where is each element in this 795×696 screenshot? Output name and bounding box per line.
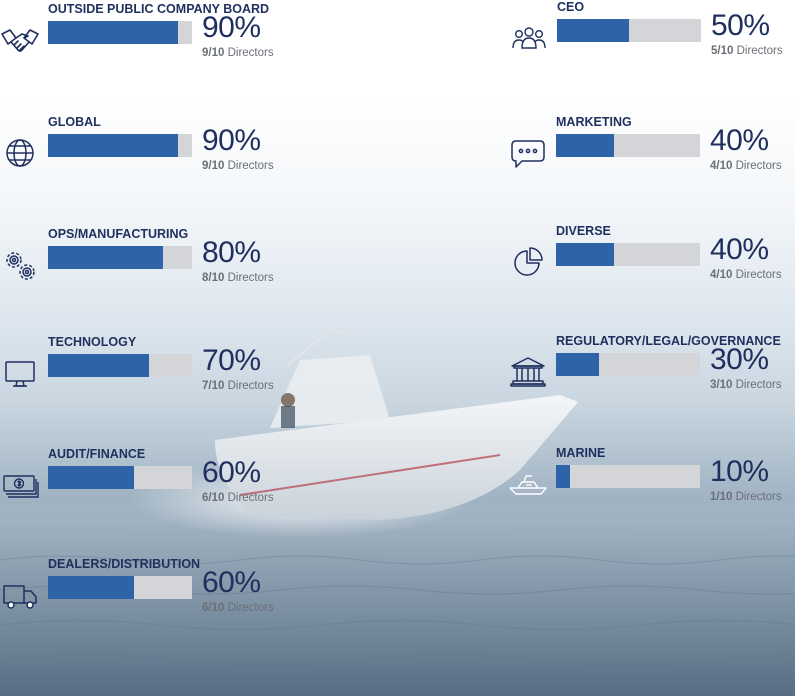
count-value: 6/10	[202, 602, 225, 614]
bar-track	[48, 354, 192, 377]
director-count: 7/10 Directors	[202, 380, 274, 392]
percent-value: 40%	[710, 233, 769, 266]
director-count: 6/10 Directors	[202, 602, 274, 614]
count-unit: Directors	[735, 491, 782, 503]
metric-marketing: MARKETING 40% 4/10 Directors	[508, 115, 795, 205]
percent-value: 60%	[202, 456, 261, 489]
bar-fill	[556, 134, 614, 157]
director-count: 1/10 Directors	[710, 491, 782, 503]
director-count: 4/10 Directors	[710, 160, 782, 172]
metric-label: TECHNOLOGY	[48, 335, 137, 349]
bar-track	[556, 134, 700, 157]
bar-track	[556, 243, 700, 266]
bar-track	[48, 576, 192, 599]
count-unit: Directors	[735, 160, 782, 172]
bar-fill	[48, 466, 135, 489]
globe-icon	[0, 133, 40, 173]
bar-fill	[48, 134, 178, 157]
bar-fill	[556, 353, 600, 376]
percent-value: 90%	[202, 124, 261, 157]
director-count: 3/10 Directors	[710, 379, 782, 391]
count-value: 5/10	[711, 45, 734, 57]
speech-bubble-icon	[508, 133, 548, 173]
metric-dealers-distribution: DEALERS/DISTRIBUTION 60% 6/10 Directors	[0, 557, 300, 647]
metric-label: OUTSIDE PUBLIC COMPANY BOARD	[48, 2, 270, 16]
courthouse-icon	[508, 352, 548, 392]
bar-fill	[48, 576, 135, 599]
count-unit: Directors	[736, 45, 783, 57]
director-count: 9/10 Directors	[202, 47, 274, 59]
bar-fill	[556, 243, 614, 266]
director-count: 4/10 Directors	[710, 269, 782, 281]
metric-global: GLOBAL 90% 9/10 Directors	[0, 115, 300, 205]
metric-ceo: CEO 50% 5/10 Directors	[509, 0, 795, 90]
count-value: 8/10	[202, 272, 225, 284]
count-unit: Directors	[735, 269, 782, 281]
gears-icon	[0, 245, 40, 285]
monitor-icon	[0, 353, 40, 393]
percent-value: 10%	[710, 455, 769, 488]
count-value: 4/10	[710, 269, 733, 281]
count-value: 9/10	[202, 160, 225, 172]
count-unit: Directors	[227, 272, 274, 284]
bar-track	[556, 353, 700, 376]
count-value: 1/10	[710, 491, 733, 503]
metric-regulatory-legal-governance: REGULATORY/LEGAL/GOVERNANCE 30% 3/10 Dir…	[508, 334, 795, 424]
metric-label: MARINE	[556, 446, 606, 460]
people-icon	[509, 18, 549, 58]
percent-value: 70%	[202, 344, 261, 377]
count-value: 3/10	[710, 379, 733, 391]
metric-outside-public-company-board: OUTSIDE PUBLIC COMPANY BOARD 90% 9/10 Di…	[0, 2, 300, 92]
percent-value: 80%	[202, 236, 261, 269]
director-count: 5/10 Directors	[711, 45, 783, 57]
bar-track	[48, 134, 192, 157]
percent-value: 30%	[710, 343, 769, 376]
bar-track	[48, 21, 192, 44]
director-count: 6/10 Directors	[202, 492, 274, 504]
truck-icon	[0, 575, 40, 615]
count-value: 9/10	[202, 47, 225, 59]
percent-value: 60%	[202, 566, 261, 599]
percent-value: 50%	[711, 9, 770, 42]
count-value: 7/10	[202, 380, 225, 392]
count-value: 6/10	[202, 492, 225, 504]
bar-track	[557, 19, 701, 42]
metric-label: DEALERS/DISTRIBUTION	[48, 557, 201, 571]
bar-fill	[556, 465, 571, 488]
metric-audit-finance: AUDIT/FINANCE 60% 6/10 Directors	[0, 447, 300, 537]
count-unit: Directors	[227, 47, 274, 59]
metric-technology: TECHNOLOGY 70% 7/10 Directors	[0, 335, 300, 425]
bar-fill	[557, 19, 629, 42]
count-unit: Directors	[735, 379, 782, 391]
bar-fill	[48, 21, 178, 44]
money-icon	[0, 465, 40, 505]
percent-value: 40%	[710, 124, 769, 157]
bar-fill	[48, 246, 164, 269]
director-count: 9/10 Directors	[202, 160, 274, 172]
count-unit: Directors	[227, 380, 274, 392]
metric-diverse: DIVERSE 40% 4/10 Directors	[508, 224, 795, 314]
metric-ops-manufacturing: OPS/MANUFACTURING 80% 8/10 Directors	[0, 227, 300, 317]
pie-chart-icon	[508, 242, 548, 282]
bar-track	[48, 246, 192, 269]
bar-track	[556, 465, 700, 488]
metric-label: REGULATORY/LEGAL/GOVERNANCE	[556, 334, 781, 348]
metric-label: OPS/MANUFACTURING	[48, 227, 189, 241]
metric-label: CEO	[557, 0, 585, 14]
metric-marine: MARINE 10% 1/10 Directors	[508, 446, 795, 536]
handshake-icon	[0, 20, 40, 60]
bar-fill	[48, 354, 149, 377]
count-unit: Directors	[227, 160, 274, 172]
director-count: 8/10 Directors	[202, 272, 274, 284]
metric-label: MARKETING	[556, 115, 632, 129]
metric-label: AUDIT/FINANCE	[48, 447, 146, 461]
boat-icon	[508, 464, 548, 504]
count-unit: Directors	[227, 492, 274, 504]
metric-label: DIVERSE	[556, 224, 611, 238]
bar-track	[48, 466, 192, 489]
metric-label: GLOBAL	[48, 115, 101, 129]
count-value: 4/10	[710, 160, 733, 172]
count-unit: Directors	[227, 602, 274, 614]
percent-value: 90%	[202, 11, 261, 44]
